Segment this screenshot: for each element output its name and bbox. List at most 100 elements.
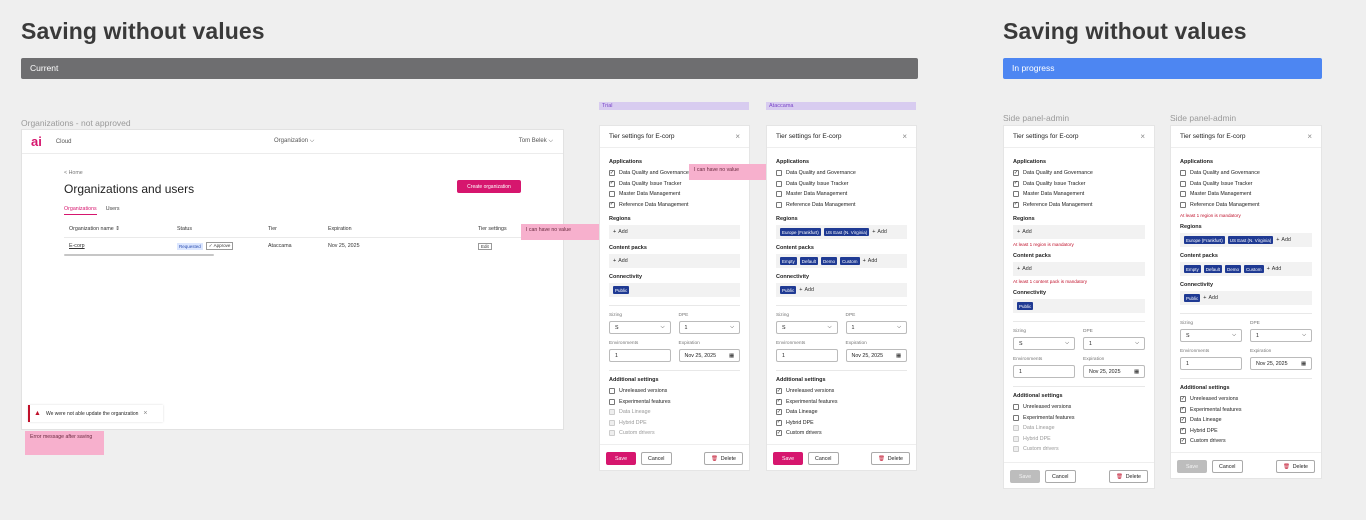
checkbox-app-rdm[interactable]: Reference Data Management (1180, 200, 1312, 211)
create-organization-button[interactable]: Create organization (457, 180, 521, 193)
chip-custom[interactable]: Custom (840, 257, 860, 265)
chip-public[interactable]: Public (613, 286, 630, 294)
add-region-button[interactable]: + Add (613, 229, 628, 235)
checkbox-app-dqg[interactable]: ✓ Data Quality and Governance (1013, 169, 1093, 177)
add-content-pack-button[interactable]: + Add (862, 258, 878, 264)
horizontal-scrollbar[interactable] (64, 254, 214, 256)
add-region-button[interactable]: + Add (1276, 237, 1291, 243)
cancel-button[interactable]: Cancel (1045, 470, 1076, 483)
dpe-select[interactable]: 1 ⌵ (1083, 337, 1145, 350)
dpe-select[interactable]: 1 ⌵ (678, 321, 740, 334)
checkbox-app-dqg[interactable]: Data Quality and Governance (776, 168, 907, 179)
checkbox-app-issue-tracker[interactable]: ✓ Data Quality Issue Tracker (609, 180, 682, 187)
checkbox-unreleased[interactable]: Unreleased versions (609, 386, 740, 397)
checkbox-custom-drivers[interactable]: Custom drivers (609, 428, 740, 439)
sizing-select[interactable]: S ⌵ (1180, 329, 1242, 342)
checkbox-app-rdm[interactable]: ✓ Reference Data Management (1013, 201, 1093, 208)
chip-public[interactable]: Public (780, 286, 797, 294)
delete-button[interactable]: 🗑 Delete (1108, 470, 1148, 483)
edit-tier-button[interactable]: Edit (478, 242, 492, 250)
chip-public[interactable]: Public (1184, 294, 1201, 302)
add-content-pack-button[interactable]: + Add (613, 258, 628, 264)
save-button[interactable]: Save (606, 452, 636, 465)
close-icon[interactable]: × (143, 410, 148, 417)
checkbox-app-issue-tracker[interactable]: Data Quality Issue Tracker (776, 179, 907, 190)
delete-button[interactable]: 🗑 Delete (870, 452, 910, 465)
environments-input[interactable]: 1 (1180, 357, 1242, 370)
cancel-button[interactable]: Cancel (641, 452, 672, 465)
chip-region-us-east[interactable]: US East (N. Virginia) (823, 228, 870, 236)
chip-default[interactable]: Default (1203, 265, 1223, 273)
environments-input[interactable]: 1 (1013, 365, 1075, 378)
checkbox-app-issue-tracker[interactable]: Data Quality Issue Tracker (1180, 179, 1312, 190)
checkbox-app-mdm[interactable]: Master Data Management (776, 189, 907, 200)
expiration-date-input[interactable]: Nov 25, 2025 ▦ (845, 349, 907, 362)
chip-empty[interactable]: Empty (780, 257, 797, 265)
dpe-select[interactable]: 1 ⌵ (1250, 329, 1312, 342)
checkbox-app-dqg[interactable]: Data Quality and Governance (1180, 168, 1312, 179)
checkbox-app-issue-tracker[interactable]: ✓ Data Quality Issue Tracker (1013, 180, 1086, 187)
approve-button[interactable]: ✓ Approve (205, 242, 234, 250)
chip-empty[interactable]: Empty (1184, 265, 1201, 273)
checkbox-hybrid-dpe[interactable]: ✓ Hybrid DPE (776, 419, 814, 426)
checkbox-hybrid-dpe[interactable]: Hybrid DPE (1013, 434, 1145, 445)
close-icon[interactable]: × (1140, 132, 1145, 141)
checkbox-experimental[interactable]: Experimental features (609, 397, 740, 408)
add-region-button[interactable]: + Add (872, 229, 887, 235)
checkbox-app-mdm[interactable]: Master Data Management (1013, 189, 1145, 200)
checkbox-app-mdm[interactable]: Master Data Management (609, 189, 740, 200)
chip-region-us-east[interactable]: US East (N. Virginia) (1227, 236, 1274, 244)
checkbox-experimental[interactable]: Experimental features (1013, 413, 1145, 424)
chip-default[interactable]: Default (799, 257, 819, 265)
checkbox-lineage[interactable]: Data Lineage (609, 407, 740, 418)
delete-button[interactable]: 🗑 Delete (1275, 460, 1315, 473)
checkbox-app-dqg[interactable]: ✓ Data Quality and Governance (609, 169, 689, 177)
environments-input[interactable]: 1 (776, 349, 838, 362)
checkbox-lineage[interactable]: Data Lineage (1013, 423, 1145, 434)
expiration-date-input[interactable]: Nov 25, 2025 ▦ (1250, 357, 1312, 370)
chip-demo[interactable]: Demo (821, 257, 838, 265)
delete-button[interactable]: 🗑 Delete (703, 452, 743, 465)
dpe-select[interactable]: 1 ⌵ (845, 321, 907, 334)
close-icon[interactable]: × (1307, 132, 1312, 141)
checkbox-experimental[interactable]: ✓ Experimental features (776, 398, 838, 405)
sizing-select[interactable]: S ⌵ (1013, 337, 1075, 350)
save-button[interactable]: Save (1010, 470, 1040, 483)
save-button[interactable]: Save (773, 452, 803, 465)
checkbox-hybrid-dpe[interactable]: Hybrid DPE (609, 418, 740, 429)
save-button[interactable]: Save (1177, 460, 1207, 473)
checkbox-app-rdm[interactable]: Reference Data Management (776, 200, 907, 211)
chip-custom[interactable]: Custom (1244, 265, 1264, 273)
chip-demo[interactable]: Demo (1225, 265, 1242, 273)
checkbox-hybrid-dpe[interactable]: ✓ Hybrid DPE (1180, 427, 1218, 434)
add-region-button[interactable]: + Add (1017, 229, 1032, 235)
expiration-date-input[interactable]: Nov 25, 2025 ▦ (678, 349, 740, 362)
cancel-button[interactable]: Cancel (808, 452, 839, 465)
chip-region-frankfurt[interactable]: Europe (Frankfurt) (780, 228, 821, 236)
checkbox-custom-drivers[interactable]: ✓ Custom drivers (1180, 437, 1226, 445)
close-icon[interactable]: × (902, 132, 907, 141)
chip-region-frankfurt[interactable]: Europe (Frankfurt) (1184, 236, 1225, 244)
add-content-pack-button[interactable]: + Add (1017, 266, 1032, 272)
org-name-link[interactable]: E-corp (69, 243, 85, 249)
breadcrumb[interactable]: < Home (64, 170, 83, 176)
add-connectivity-button[interactable]: + Add (1203, 295, 1218, 301)
checkbox-app-rdm[interactable]: ✓ Reference Data Management (609, 201, 689, 208)
user-menu[interactable]: Tom Belek ⌵ (518, 138, 553, 144)
checkbox-app-mdm[interactable]: Master Data Management (1180, 189, 1312, 200)
checkbox-lineage[interactable]: ✓ Data Lineage (1180, 416, 1222, 424)
tab-users[interactable]: Users (105, 206, 120, 212)
checkbox-unreleased[interactable]: ✓ Unreleased versions (776, 387, 835, 395)
add-connectivity-button[interactable]: + Add (799, 287, 814, 293)
checkbox-custom-drivers[interactable]: Custom drivers (1013, 444, 1145, 455)
checkbox-experimental[interactable]: ✓ Experimental features (1180, 406, 1242, 413)
sizing-select[interactable]: S ⌵ (776, 321, 838, 334)
environments-input[interactable]: 1 (609, 349, 671, 362)
close-icon[interactable]: × (735, 132, 740, 141)
cancel-button[interactable]: Cancel (1212, 460, 1243, 473)
col-org-name[interactable]: Organization name ⇕ (69, 225, 120, 232)
organization-select[interactable]: Organization ⌵ (274, 138, 315, 144)
checkbox-unreleased[interactable]: Unreleased versions (1013, 402, 1145, 413)
add-content-pack-button[interactable]: + Add (1266, 266, 1282, 272)
sizing-select[interactable]: S ⌵ (609, 321, 671, 334)
